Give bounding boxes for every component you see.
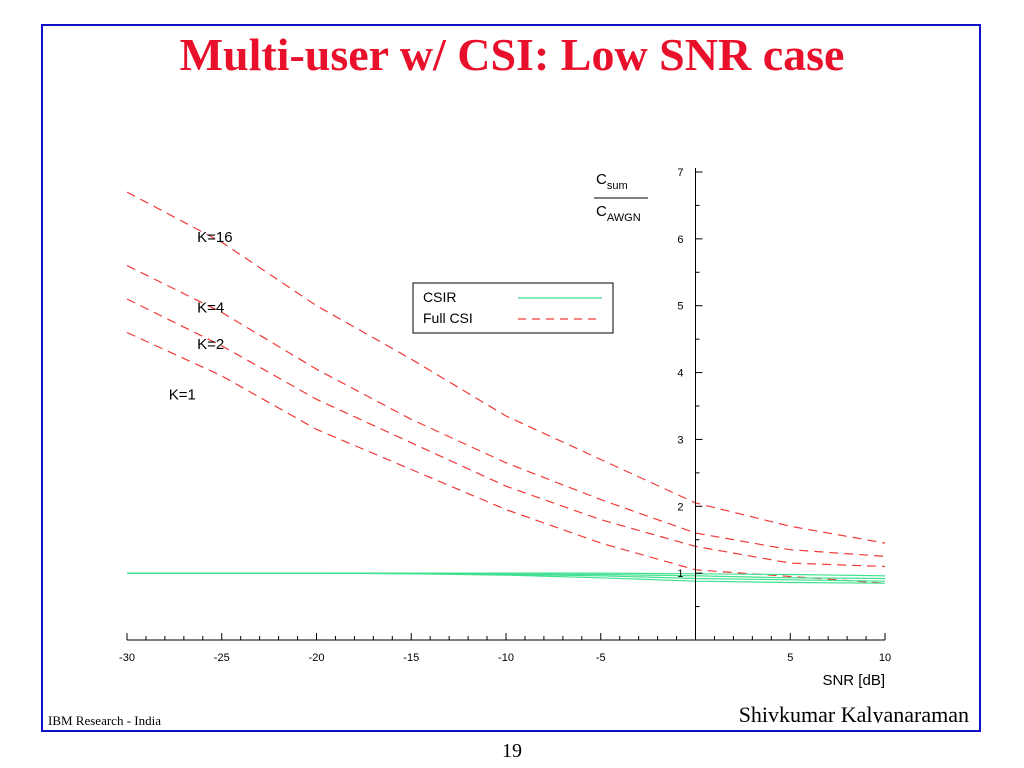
legend: CSIR Full CSI	[412, 282, 614, 334]
y-tick-label: 6	[677, 234, 683, 246]
y-tick-label: 1	[677, 568, 683, 580]
page-number: 19	[502, 740, 522, 762]
x-tick-label: -15	[403, 652, 419, 664]
curve-label-k4: K=4	[197, 299, 224, 316]
y-tick-label: 5	[677, 301, 683, 313]
series-line-full-csi-k1	[126, 331, 886, 584]
y-axis-label-denominator: CAWGN	[596, 203, 641, 224]
x-tick-label: -30	[119, 652, 135, 664]
curve-label-k2: K=2	[197, 336, 224, 353]
x-axis-label: SNR [dB]	[822, 672, 885, 689]
legend-box	[412, 282, 614, 334]
y-tick-label: 3	[677, 434, 683, 446]
slide-frame	[41, 24, 981, 732]
y-tick-label: 4	[677, 368, 683, 380]
y-tick-label: 2	[677, 501, 683, 513]
curve-label-k16: K=16	[197, 229, 232, 246]
x-tick-label: 10	[879, 652, 891, 664]
curve-label-k1: K=1	[169, 386, 196, 403]
series-line-full-csi-k4	[126, 265, 886, 557]
legend-label-full-csi: Full CSI	[423, 310, 473, 326]
x-tick-label: -25	[214, 652, 230, 664]
series-line-full-csi-k16	[126, 191, 886, 544]
series-line-csir-7	[127, 572, 886, 584]
x-tick-label: -5	[596, 652, 606, 664]
footer-author: Shivkumar Kalyanaraman	[738, 702, 969, 723]
x-tick-label: 5	[787, 652, 793, 664]
slide-title: Multi-user w/ CSI: Low SNR case	[179, 29, 845, 80]
y-axis-label-numerator: Csum	[596, 171, 628, 192]
y-tick-label: 7	[677, 167, 683, 179]
legend-label-csir: CSIR	[423, 289, 456, 305]
x-tick-label: -10	[498, 652, 514, 664]
footer-affiliation: IBM Research - India	[48, 713, 161, 728]
x-tick-label: -20	[309, 652, 325, 664]
series-line-full-csi-k2	[126, 298, 886, 568]
